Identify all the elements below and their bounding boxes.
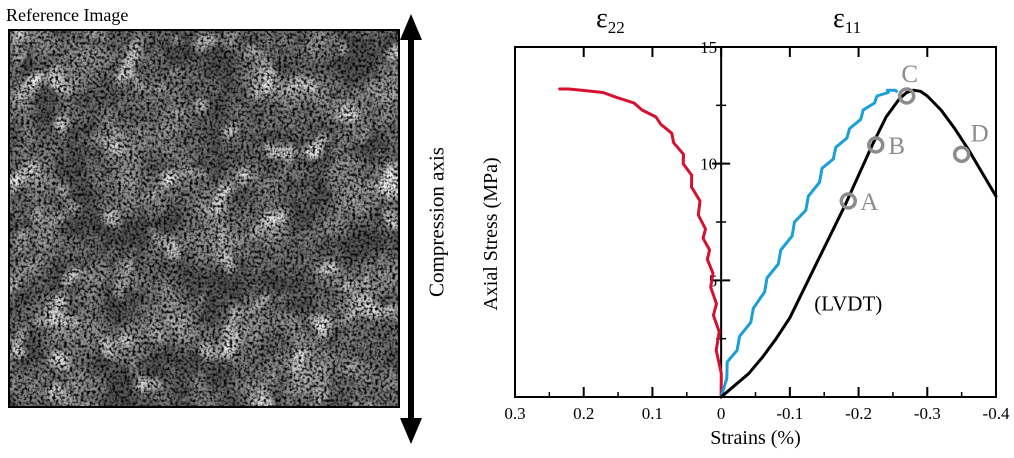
plot-frame (514, 46, 997, 398)
point-marker-b (867, 136, 885, 154)
x-tick-label: -0.4 (983, 404, 1010, 423)
x-axis-label: Strains (%) (710, 427, 801, 449)
eps22-title: ε22 (596, 3, 625, 38)
x-tick-label: 0.1 (642, 404, 663, 423)
y-axis-label: Axial Stress (MPa) (480, 157, 502, 310)
point-marker-d (952, 145, 971, 164)
y-tick-label: 10 (700, 155, 717, 174)
point-label-c: C (901, 61, 918, 88)
x-tick-label: -0.2 (845, 404, 872, 423)
x-tick-label: -0.1 (776, 404, 803, 423)
point-label-d: D (971, 120, 989, 147)
point-marker-a (839, 192, 858, 210)
series-line-2 (719, 88, 898, 399)
x-tick-label: 0.2 (573, 404, 594, 423)
series-line-3 (719, 88, 998, 399)
series-line-1 (558, 87, 723, 399)
reference-image (8, 29, 400, 408)
x-tick-label: 0.3 (504, 404, 525, 423)
eps11-title: ε11 (833, 3, 862, 38)
point-label-a: A (860, 189, 878, 216)
y-tick-label: 15 (700, 38, 717, 57)
x-tick-label: 0 (717, 404, 726, 423)
reference-image-label: Reference Image (6, 5, 129, 25)
point-marker-c (897, 87, 916, 105)
point-label-b: B (888, 133, 905, 160)
compression-axis-arrow (400, 14, 422, 444)
x-tick-label: -0.3 (914, 404, 941, 423)
series-label: (LVDT) (814, 292, 882, 316)
